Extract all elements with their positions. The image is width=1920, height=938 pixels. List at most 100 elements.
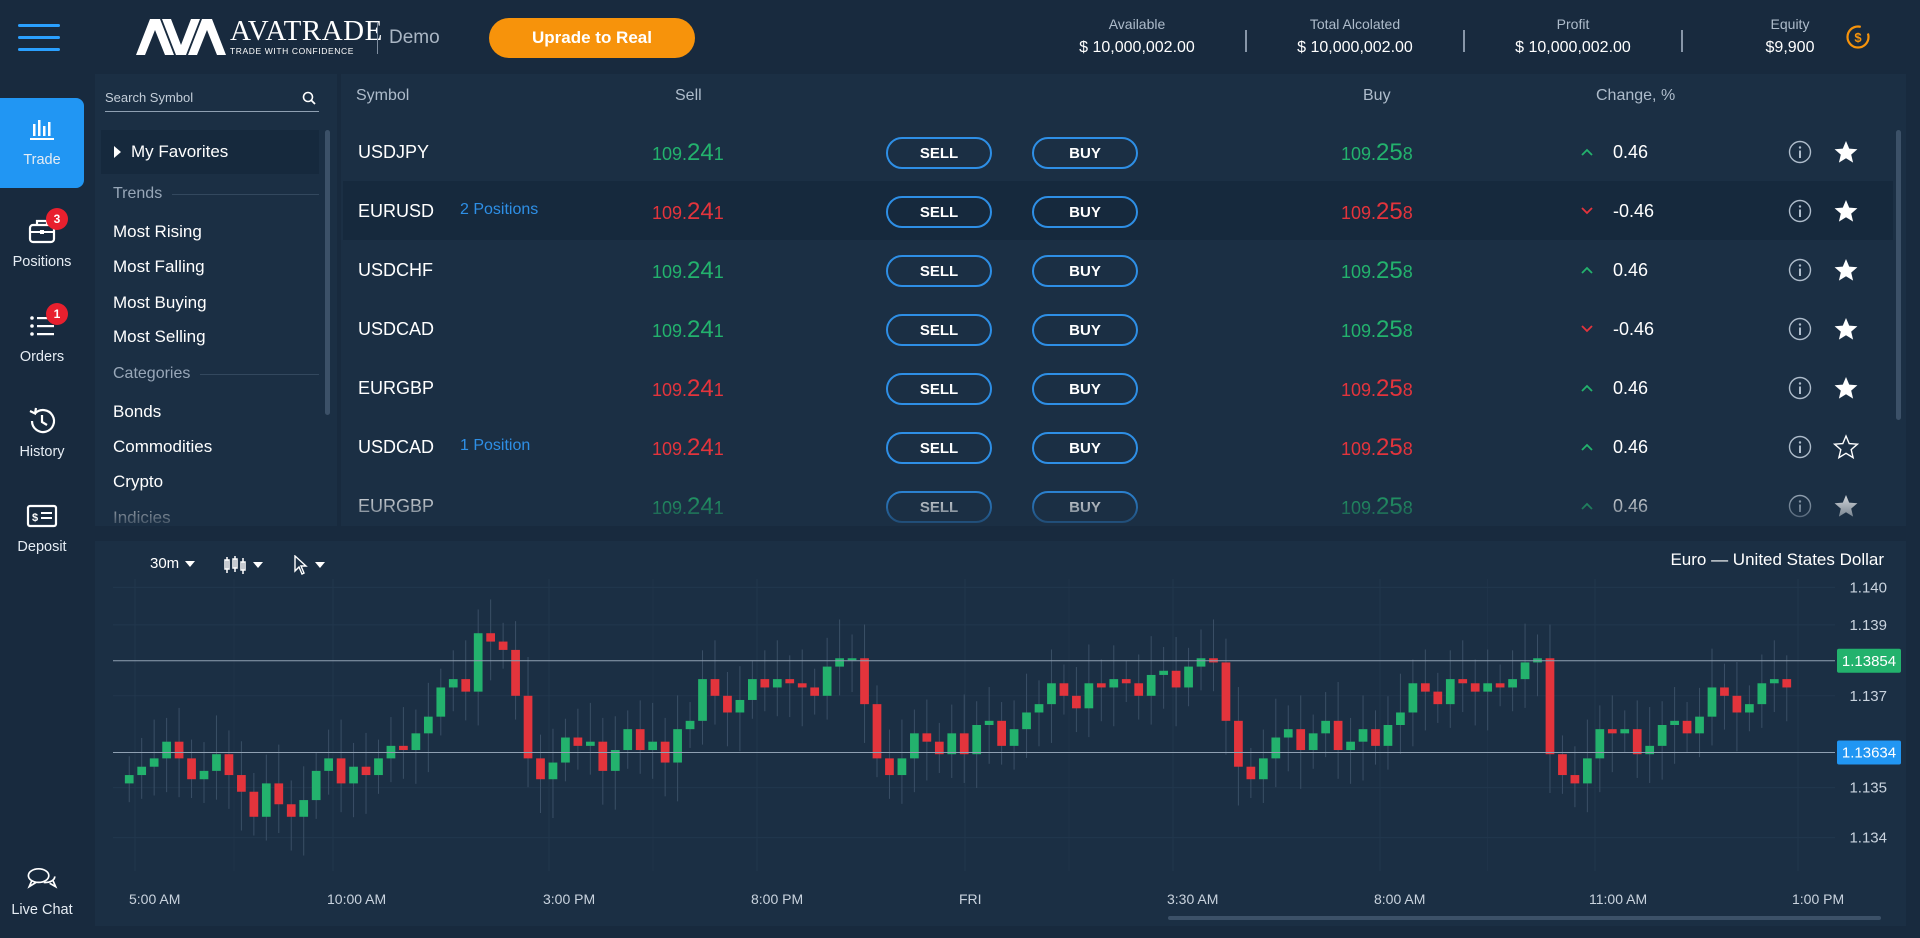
buy-price: 109.258 [1341, 257, 1413, 285]
candle-body [872, 704, 882, 759]
positions-link[interactable]: 2 Positions [460, 201, 539, 218]
upgrade-button[interactable]: Uprade to Real [489, 18, 695, 58]
star-filled-icon[interactable] [1833, 493, 1859, 519]
sidebar-item-indicies[interactable]: Indicies [113, 508, 171, 527]
star-filled-icon[interactable] [1833, 316, 1859, 342]
sell-button[interactable]: SELL [886, 314, 992, 346]
sidebar-scrollbar[interactable] [325, 130, 330, 415]
price-pips: 24 [687, 257, 714, 284]
sell-button[interactable]: SELL [886, 432, 992, 464]
menu-icon[interactable] [18, 24, 60, 52]
info-icon[interactable] [1788, 258, 1812, 282]
divider [1245, 30, 1247, 52]
candle-body [947, 733, 957, 755]
search-input[interactable] [105, 90, 285, 105]
sidebar-item-most-buying[interactable]: Most Buying [113, 293, 207, 312]
info-icon[interactable] [1788, 140, 1812, 164]
candle-body [561, 737, 570, 763]
symbol-name: EURGBP [358, 496, 435, 516]
table-scrollbar[interactable] [1896, 130, 1901, 420]
dollar-coin-icon[interactable]: $ [1845, 24, 1871, 50]
timeframe-dropdown[interactable]: 30m [150, 555, 196, 572]
buy-button[interactable]: BUY [1032, 373, 1138, 405]
star-outline-icon[interactable] [1833, 434, 1859, 460]
chart-type-dropdown[interactable] [223, 555, 263, 575]
sidebar-item-commodities[interactable]: Commodities [113, 437, 213, 456]
candle-body [1096, 683, 1106, 688]
info-icon[interactable] [1788, 494, 1812, 518]
price-pips: 24 [687, 434, 714, 461]
star-filled-icon[interactable] [1833, 257, 1859, 283]
candle-body [448, 679, 458, 688]
candle-body [237, 775, 246, 792]
sidebar-item-most-falling[interactable]: Most Falling [113, 257, 205, 276]
nav-trade[interactable]: Trade [0, 98, 84, 188]
nav-positions[interactable]: Positions 3 [0, 200, 84, 290]
candle-body [523, 695, 533, 759]
my-favorites-item[interactable]: My Favorites [101, 130, 319, 174]
sell-button[interactable]: SELL [886, 196, 992, 228]
cursor-dropdown[interactable] [293, 555, 325, 575]
stat-label: Total Alcolated [1309, 16, 1401, 32]
table-row[interactable]: EURUSD 2 Positions 109.241 SELL BUY 109.258 -0… [343, 181, 1893, 240]
nav-live-chat[interactable]: Live Chat [0, 848, 84, 938]
buy-button[interactable]: BUY [1032, 137, 1138, 169]
info-icon[interactable] [1788, 376, 1812, 400]
chat-icon [27, 867, 58, 889]
y-axis-tick-label: 1.139 [1849, 617, 1887, 634]
stat-total-allocated: Total Alcolated $ 10,000,002.00 [1290, 16, 1420, 57]
svg-text:$: $ [1854, 30, 1862, 45]
candle-body [411, 733, 421, 751]
positions-link[interactable]: 1 Position [460, 437, 531, 454]
table-row[interactable]: EURGBP 109.241 SELL BUY 109.258 0.46 [343, 476, 1893, 526]
nav-history[interactable]: History [0, 390, 84, 480]
nav-label: History [19, 444, 65, 460]
buy-button[interactable]: BUY [1032, 196, 1138, 228]
buy-price: 109.258 [1341, 375, 1413, 403]
stat-value: $ 10,000,002.00 [1079, 39, 1195, 56]
table-row[interactable]: USDJPY 109.241 SELL BUY 109.258 0.46 [343, 122, 1893, 181]
column-header-change: Change, % [1596, 87, 1676, 104]
star-filled-icon[interactable] [1833, 139, 1859, 165]
candle-body [224, 754, 234, 776]
candle-body [685, 720, 695, 730]
change-value: -0.46 [1613, 201, 1655, 221]
sell-button[interactable]: SELL [886, 373, 992, 405]
stat-label: Available [1108, 16, 1166, 32]
candle-body [997, 720, 1006, 746]
buy-button[interactable]: BUY [1032, 255, 1138, 287]
nav-orders[interactable]: Orders 1 [0, 295, 84, 385]
candle-body [610, 750, 620, 771]
candle-body [1072, 695, 1081, 709]
table-row[interactable]: USDCAD 109.241 SELL BUY 109.258 -0.46 [343, 299, 1893, 358]
table-row[interactable]: EURGBP 109.241 SELL BUY 109.258 0.46 [343, 358, 1893, 417]
buy-button[interactable]: BUY [1032, 432, 1138, 464]
x-axis-tick-label: 11:00 AM [1589, 891, 1647, 907]
sell-button[interactable]: SELL [886, 137, 992, 169]
price-chart[interactable]: 1.13854 1.13634 1.140 1.139 1.137 1.135 1.134 5… [95, 541, 1906, 926]
star-filled-icon[interactable] [1833, 198, 1859, 224]
info-icon[interactable] [1788, 199, 1812, 223]
candle-body [1258, 758, 1268, 780]
candle-body [1545, 658, 1555, 755]
candle-body [1022, 712, 1031, 730]
sidebar-item-most-selling[interactable]: Most Selling [113, 327, 206, 346]
info-icon[interactable] [1788, 317, 1812, 341]
stat-value: $9,900 [1765, 39, 1815, 56]
buy-button[interactable]: BUY [1032, 491, 1138, 523]
table-row[interactable]: USDCAD 1 Position 109.241 SELL BUY 109.258 0.4… [343, 417, 1893, 476]
candle-body [423, 716, 433, 734]
sidebar-item-crypto[interactable]: Crypto [113, 472, 164, 491]
buy-button[interactable]: BUY [1032, 314, 1138, 346]
section-heading-label: Trends [113, 185, 163, 202]
sidebar-item-bonds[interactable]: Bonds [113, 402, 162, 421]
sidebar-item-most-rising[interactable]: Most Rising [113, 222, 202, 241]
nav-deposit[interactable]: $ Deposit [0, 485, 84, 575]
search-icon[interactable] [301, 90, 317, 106]
star-filled-icon[interactable] [1833, 375, 1859, 401]
info-icon[interactable] [1788, 435, 1812, 459]
price-label: 1.13634 [1842, 745, 1896, 762]
sell-button[interactable]: SELL [886, 491, 992, 523]
table-row[interactable]: USDCHF 109.241 SELL BUY 109.258 0.46 [343, 240, 1893, 299]
sell-button[interactable]: SELL [886, 255, 992, 287]
